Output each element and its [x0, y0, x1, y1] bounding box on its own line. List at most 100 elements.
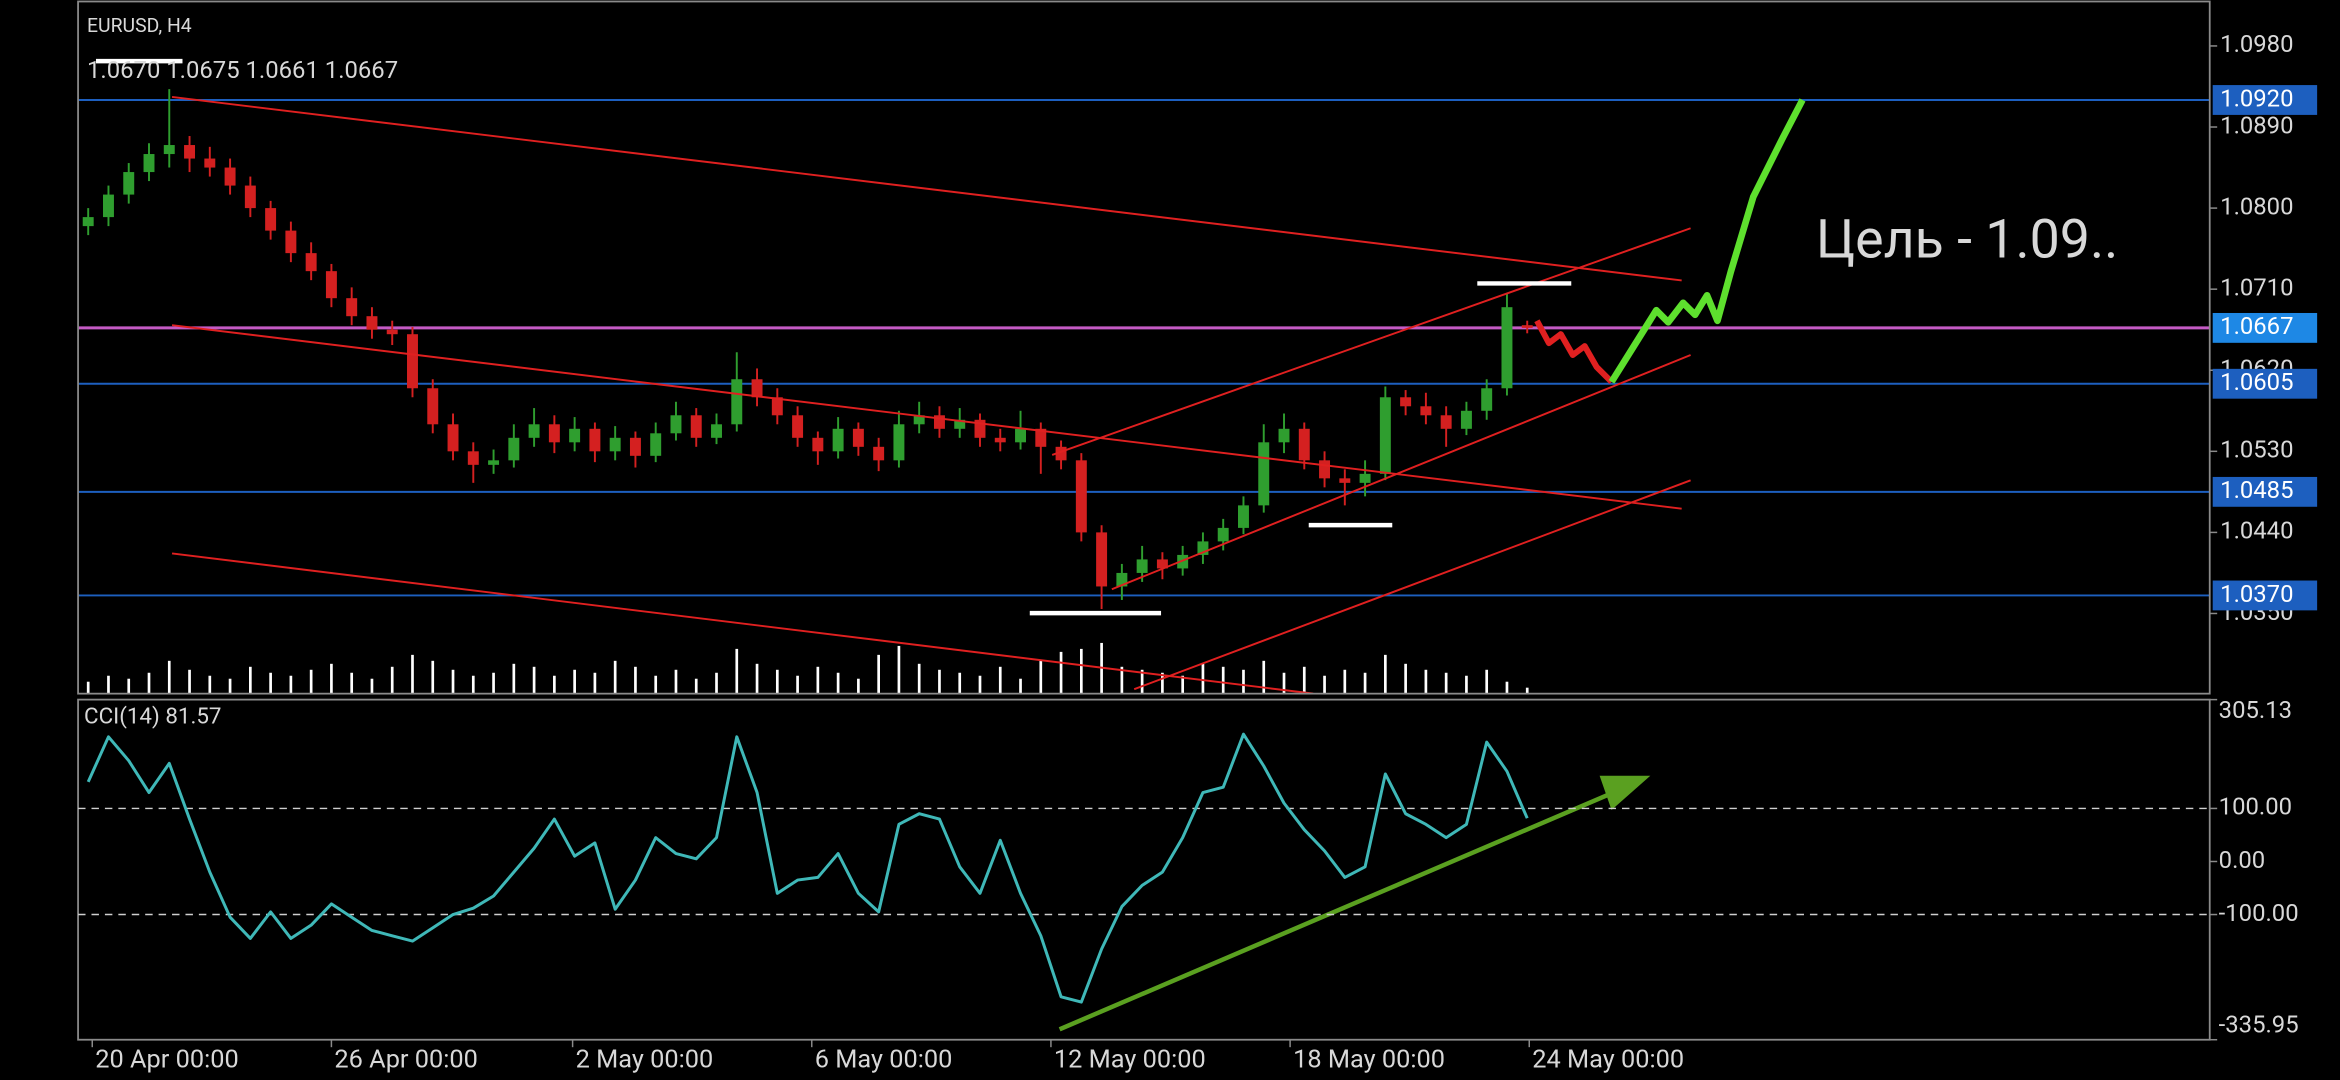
candle-body: [731, 379, 743, 425]
candle-body: [609, 437, 621, 452]
volume-bar: [1120, 666, 1124, 694]
candle-body: [427, 388, 439, 425]
candle-body: [933, 415, 945, 429]
candle-body: [650, 433, 662, 456]
candle-body: [690, 415, 702, 438]
volume-bar: [127, 678, 131, 694]
candle-body: [285, 230, 297, 254]
volume-bar: [86, 681, 90, 694]
candle-body: [1400, 397, 1412, 407]
indicator-title: CCI(14) 81.57: [84, 703, 221, 729]
candle-body: [528, 424, 540, 438]
volume-bar: [1302, 666, 1306, 694]
volume-bar: [1221, 666, 1225, 694]
y-tick-label: 1.0710: [2220, 273, 2293, 301]
candle-body: [1359, 473, 1371, 483]
y-tick-label: 305.13: [2219, 696, 2292, 724]
candle-body: [893, 424, 905, 461]
indicator-frame: [77, 698, 2211, 1041]
volume-bar: [431, 660, 435, 694]
plot: [82, 89, 1533, 694]
candle-body: [224, 167, 236, 186]
volume-bar: [958, 672, 962, 694]
candle-body: [1096, 532, 1108, 587]
volume-bar: [857, 678, 860, 694]
candle-body: [792, 415, 804, 438]
volume-bar: [1059, 651, 1063, 694]
candle-body: [82, 217, 94, 227]
volume-bar: [147, 672, 151, 694]
level-label: 1.0920: [2220, 84, 2293, 112]
trend-line: [171, 95, 1682, 282]
candle-body: [325, 271, 337, 299]
volume-bar: [613, 660, 617, 694]
candle-body: [1319, 460, 1331, 479]
candle-body: [771, 397, 783, 416]
x-tick-label: 2 May 00:00: [576, 1044, 714, 1074]
candle-body: [670, 415, 682, 434]
target-annotation: Цель - 1.09..: [1816, 208, 2118, 271]
volume-bar: [1444, 672, 1448, 694]
candle-body: [447, 424, 459, 452]
chart-title: EURUSD, H4: [87, 14, 192, 37]
trend-line: [171, 324, 1682, 510]
candle-body: [1420, 406, 1432, 416]
volume-bar: [1363, 672, 1367, 694]
y-tick-label: 1.0530: [2220, 436, 2293, 464]
candle-body: [305, 253, 317, 272]
candle-body: [569, 428, 581, 443]
volume-bar: [1181, 675, 1185, 694]
volume-bar: [269, 672, 272, 694]
volume-bar: [330, 663, 333, 694]
candle-body: [467, 451, 479, 465]
volume-bar: [289, 675, 293, 694]
candle-body: [873, 446, 885, 461]
volume-bar: [593, 672, 597, 694]
candle-body: [974, 419, 986, 438]
candle-body: [407, 334, 418, 389]
candle-body: [244, 185, 256, 209]
x-tick-label: 26 Apr 00:00: [334, 1044, 478, 1074]
volume-bar: [1140, 669, 1144, 694]
volume-bar: [816, 666, 820, 694]
volume-bar: [796, 675, 799, 694]
candle-body: [852, 428, 864, 447]
x-tick-label: 20 Apr 00:00: [95, 1044, 239, 1074]
main-frame: [77, 0, 2211, 695]
volume-bar: [1201, 663, 1205, 694]
volume-bar: [309, 669, 313, 694]
candle-body: [954, 419, 966, 429]
current-price-label: 1.0667: [2220, 312, 2293, 340]
candle-body: [1136, 559, 1148, 573]
level-label: 1.0370: [2220, 580, 2293, 608]
volume-bar: [1262, 660, 1266, 694]
volume-bar: [390, 666, 394, 694]
projection-up: [1608, 98, 1806, 384]
volume-bar: [350, 672, 354, 694]
volume-bar: [451, 669, 455, 694]
candle-body: [1339, 478, 1351, 483]
indicator-line: [86, 732, 1529, 1004]
y-tick-label: -100.00: [2219, 899, 2299, 927]
volume-bar: [694, 678, 698, 694]
candle-body: [913, 415, 925, 425]
volume-bar: [897, 645, 901, 694]
volume-bar: [634, 666, 637, 694]
current-price-box: [2212, 312, 2318, 343]
volume-bar: [978, 675, 982, 694]
candle-body: [1156, 559, 1168, 569]
candle-body: [488, 460, 500, 465]
trend-line: [171, 552, 1314, 694]
candle-body: [1278, 428, 1290, 443]
candle-body: [143, 154, 155, 173]
candle-body: [589, 428, 601, 452]
candle-body: [994, 437, 1006, 443]
candle-body: [1177, 554, 1189, 569]
candle-body: [1258, 442, 1270, 506]
candle-body: [346, 298, 358, 317]
volume-bar: [1505, 681, 1509, 694]
candle-body: [123, 172, 135, 195]
candle-body: [629, 437, 641, 456]
